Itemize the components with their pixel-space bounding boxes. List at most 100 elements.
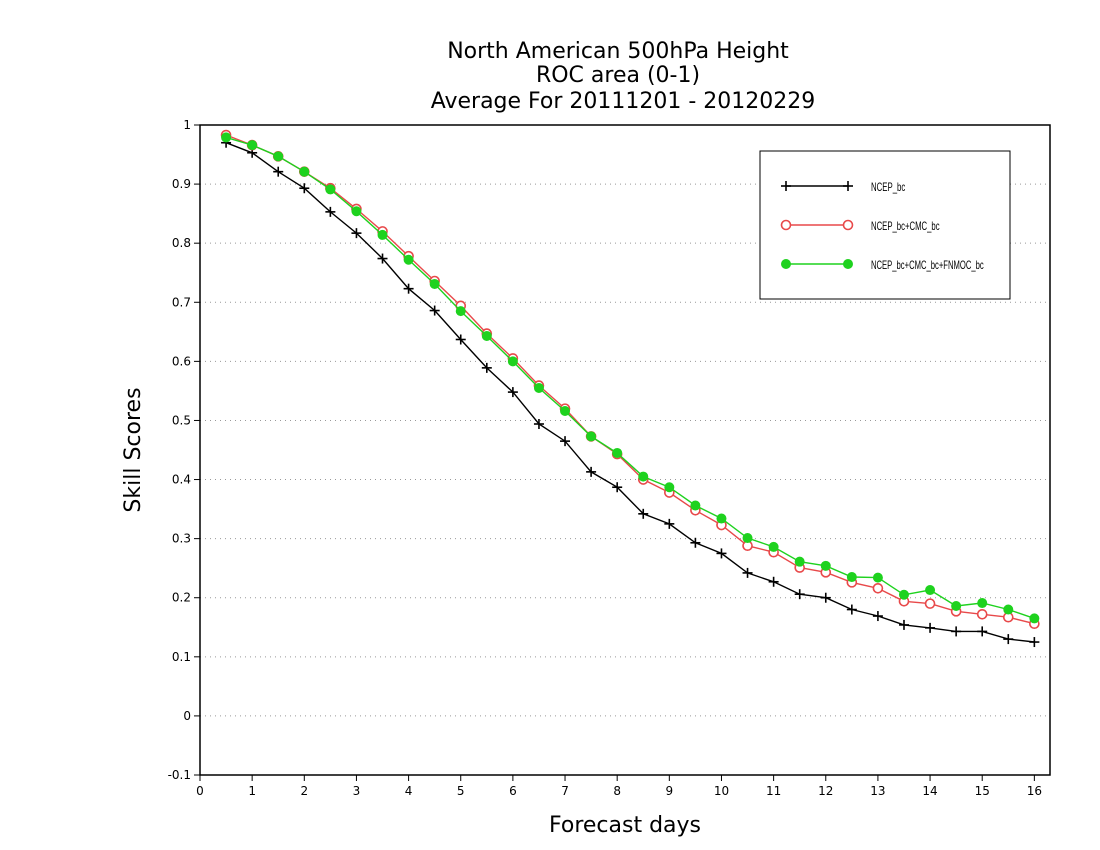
x-tick-label: 1: [248, 784, 256, 798]
series-line: [225, 142, 1035, 643]
data-point: [820, 592, 831, 603]
data-point: [507, 356, 518, 367]
x-tick-label: 7: [561, 784, 569, 798]
data-point: [924, 598, 936, 609]
data-point: [898, 619, 909, 630]
data-point: [872, 572, 883, 583]
data-point: [429, 305, 440, 316]
x-tick-label: 8: [613, 784, 621, 798]
y-tick-label: 0.4: [172, 473, 191, 487]
legend-label: NCEP_bc: [871, 180, 905, 194]
data-point: [794, 589, 805, 600]
data-point: [403, 283, 414, 294]
data-point: [872, 611, 883, 622]
data-point: [429, 278, 440, 289]
data-point: [977, 598, 988, 609]
y-tick-label: 0.6: [172, 354, 191, 368]
y-tick-label: 0.8: [172, 236, 191, 250]
data-point: [1029, 637, 1040, 648]
x-tick-label: 3: [353, 784, 361, 798]
chart-title-line-2: ROC area (0-1): [536, 63, 700, 88]
data-point: [325, 184, 336, 195]
legend-marker: [781, 181, 791, 191]
data-point: [716, 513, 727, 524]
y-tick-label: 0.2: [172, 591, 191, 605]
data-point: [455, 306, 466, 317]
data-point: [872, 582, 884, 594]
grid-lines: [200, 183, 1050, 717]
data-point: [664, 518, 675, 529]
legend-entry-2: NCEP_bc+CMC_bc: [780, 219, 940, 233]
data-point: [690, 537, 701, 548]
data-point: [716, 548, 727, 559]
data-point: [455, 334, 466, 345]
data-point: [951, 626, 962, 637]
data-point: [638, 508, 649, 519]
y-tick-label: 1: [183, 118, 191, 132]
data-point: [742, 567, 753, 578]
data-point: [976, 608, 988, 620]
legend-label: NCEP_bc+CMC_bc+FNMOC_bc: [871, 258, 984, 272]
data-point: [533, 382, 544, 393]
legend-entries: NCEP_bc NCEP_bc+CMC_bc NCEP_bc+CMC_bc+FNMO…: [780, 180, 984, 272]
data-point: [1003, 634, 1014, 645]
data-point: [612, 482, 623, 493]
data-point: [273, 151, 284, 162]
data-point: [299, 183, 310, 194]
data-point: [977, 626, 988, 637]
legend-marker: [843, 259, 853, 269]
x-tick-label: 10: [714, 784, 729, 798]
data-point: [560, 436, 571, 447]
y-tick-label: 0: [183, 709, 191, 723]
data-point: [768, 541, 779, 552]
data-point: [299, 166, 310, 177]
x-tick-label: 12: [818, 784, 833, 798]
legend-entry-1: NCEP_bc: [781, 180, 905, 194]
x-axis-ticks: 0 1 2 3 4 5 6 7 8 9 10 11 12 13 14 15 16: [196, 775, 1042, 798]
x-tick-label: 14: [922, 784, 937, 798]
data-point: [846, 572, 857, 583]
legend-marker: [842, 219, 854, 231]
data-point: [898, 589, 909, 600]
data-point: [377, 253, 388, 264]
data-point: [325, 206, 336, 217]
y-tick-label: 0.9: [172, 177, 191, 191]
x-tick-label: 5: [457, 784, 465, 798]
legend: NCEP_bc NCEP_bc+CMC_bc NCEP_bc+CMC_bc+FNMO…: [759, 150, 1011, 300]
y-tick-label: 0.3: [172, 532, 191, 546]
data-point: [403, 254, 414, 265]
data-point: [481, 330, 492, 341]
data-point: [586, 466, 597, 477]
x-tick-label: 4: [405, 784, 413, 798]
data-point: [820, 560, 831, 571]
legend-entry-3: NCEP_bc+CMC_bc+FNMOC_bc: [781, 258, 984, 272]
series-layer: [220, 129, 1040, 648]
data-point: [794, 556, 805, 567]
x-tick-label: 6: [509, 784, 517, 798]
x-tick-label: 15: [975, 784, 990, 798]
data-point: [951, 601, 962, 611]
legend-marker: [781, 259, 791, 269]
x-tick-label: 11: [766, 784, 781, 798]
data-point: [638, 471, 649, 482]
data-point: [1029, 613, 1040, 624]
data-point: [1003, 604, 1014, 615]
plot-frame: [199, 124, 1051, 776]
data-point: [690, 500, 701, 511]
data-point: [351, 206, 362, 217]
data-point: [377, 229, 388, 240]
x-tick-label: 16: [1027, 784, 1042, 798]
series-line: [225, 136, 1035, 620]
chart-title-line-3: Average For 20111201 - 20120229: [431, 89, 816, 114]
data-point: [925, 622, 936, 633]
data-point: [560, 406, 571, 416]
legend-marker: [843, 181, 853, 191]
data-point: [273, 166, 284, 177]
data-point: [351, 228, 362, 239]
x-tick-label: 2: [300, 784, 308, 798]
y-tick-label: 0.7: [172, 295, 191, 309]
data-point: [507, 387, 518, 398]
data-point: [612, 447, 623, 458]
y-tick-label: -0.1: [168, 768, 191, 782]
